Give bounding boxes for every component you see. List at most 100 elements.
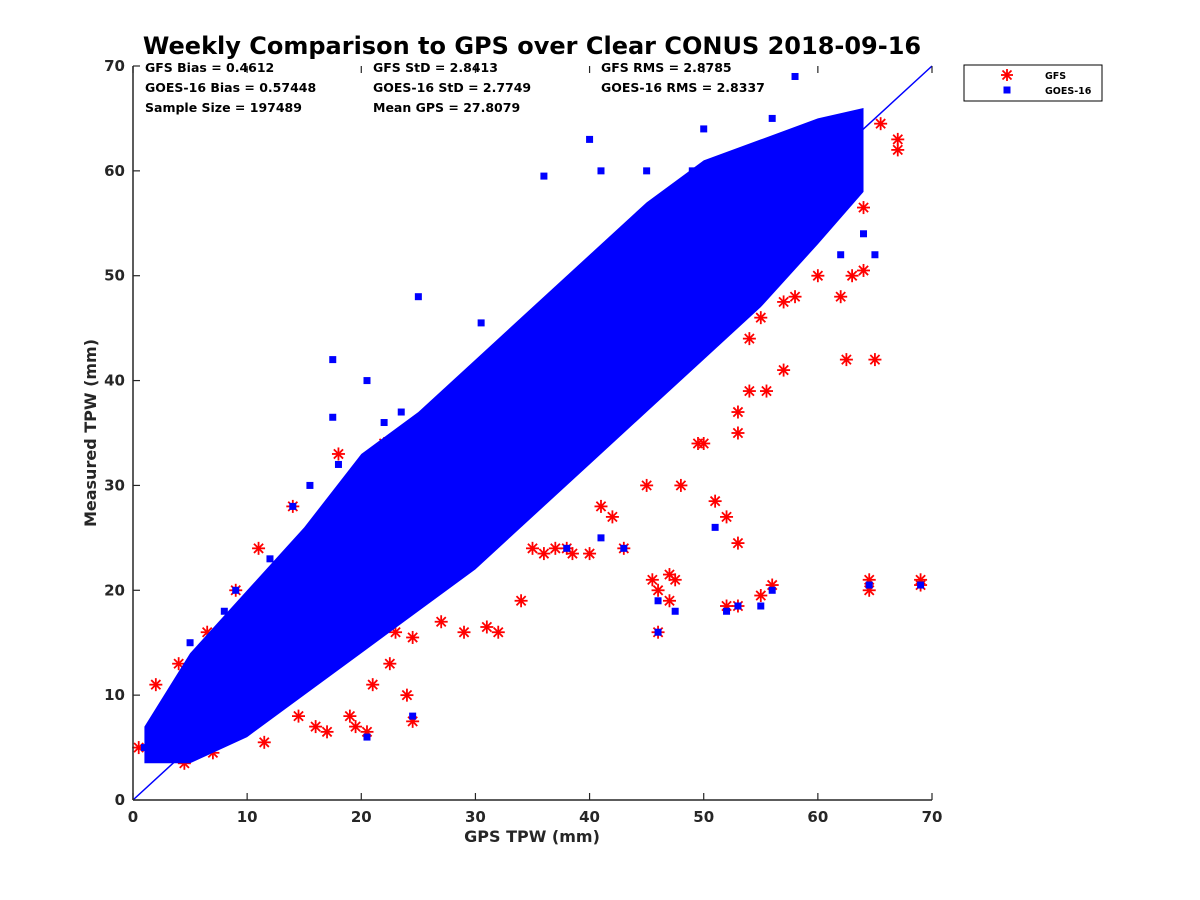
goes-16-point (791, 177, 799, 185)
goes-16-point (757, 293, 765, 301)
goes-16-point (871, 251, 879, 259)
goes-16-point (825, 146, 833, 154)
stat-sample-size: Sample Size = 197489 (145, 100, 302, 115)
gfs-point (759, 384, 773, 398)
goes-16-point (768, 586, 776, 594)
y-axis-ticks: 0 10 20 30 40 50 60 70 (104, 57, 140, 809)
y-tick-label: 10 (104, 686, 125, 704)
goes-16-point (802, 146, 810, 154)
goes-16-point-cloud (144, 107, 864, 764)
goes-16-point (677, 272, 685, 280)
goes-16-point (409, 712, 417, 720)
goes-16-point (734, 177, 742, 185)
goes-16-point (232, 586, 240, 594)
goes-16-point (517, 419, 525, 427)
goes-16-point (392, 502, 400, 510)
goes-16-point (363, 733, 371, 741)
goes-16-point (688, 167, 696, 175)
gfs-point (788, 290, 802, 304)
stat-goes-bias: GOES-16 Bias = 0.57448 (145, 80, 316, 95)
gfs-point (834, 290, 848, 304)
goes-16-point (426, 502, 434, 510)
gfs-point (868, 353, 882, 367)
goes-16-point (266, 660, 274, 668)
goes-16-point (837, 251, 845, 259)
goes-16-point (397, 408, 405, 416)
x-tick-label: 70 (922, 808, 943, 826)
goes-16-point (563, 544, 571, 552)
legend-gfs-marker (1001, 69, 1013, 81)
gfs-point (366, 678, 380, 692)
goes-16-point (312, 639, 320, 647)
goes-16-point (540, 172, 548, 180)
y-tick-label: 40 (104, 372, 125, 390)
goes-16-point (403, 523, 411, 531)
gfs-point (742, 384, 756, 398)
y-tick-label: 50 (104, 267, 125, 285)
goes-16-point (369, 523, 377, 531)
series-goes-16 (140, 72, 925, 764)
goes-16-point (494, 439, 502, 447)
goes-16-point (654, 628, 662, 636)
stat-gfs-bias: GFS Bias = 0.4612 (145, 60, 274, 75)
goes-16-point (711, 523, 719, 531)
goes-16-point (688, 219, 696, 227)
goes-16-point (700, 125, 708, 133)
gfs-point (514, 594, 528, 608)
goes-16-point (723, 230, 731, 238)
y-tick-label: 20 (104, 581, 125, 599)
gfs-point (651, 583, 665, 597)
goes-16-point (380, 544, 388, 552)
gfs-point (731, 426, 745, 440)
goes-16-point (574, 324, 582, 332)
goes-16-point (745, 209, 753, 217)
goes-16-point (346, 628, 354, 636)
legend-goes-label: GOES-16 (1045, 86, 1092, 97)
goes-16-point (757, 167, 765, 175)
goes-16-point (266, 555, 274, 563)
goes-16-point (289, 597, 297, 605)
gfs-point (891, 143, 905, 157)
y-axis-label: Measured TPW (mm) (81, 339, 100, 527)
goes-16-point (471, 460, 479, 468)
goes-16-point (186, 691, 194, 699)
gfs-point (309, 720, 323, 734)
gfs-point (777, 363, 791, 377)
gfs-point (777, 295, 791, 309)
x-tick-label: 30 (465, 808, 486, 826)
goes-16-point (483, 408, 491, 416)
chart-title: Weekly Comparison to GPS over Clear CONU… (143, 32, 921, 60)
x-axis-ticks: 0 10 20 30 40 50 60 70 (128, 66, 943, 826)
goes-16-point (380, 419, 388, 427)
gfs-point (594, 499, 608, 513)
goes-16-point (220, 607, 228, 615)
stat-gfs-std: GFS StD = 2.8413 (373, 60, 498, 75)
goes-16-point (654, 597, 662, 605)
gfs-point (400, 688, 414, 702)
goes-16-point (380, 439, 388, 447)
goes-16-point (631, 314, 639, 322)
x-tick-label: 0 (128, 808, 138, 826)
goes-16-point (220, 733, 228, 741)
goes-16-point (266, 702, 274, 710)
gfs-point (731, 536, 745, 550)
legend-box (963, 64, 1103, 102)
goes-16-point (323, 565, 331, 573)
stat-goes-rms: GOES-16 RMS = 2.8337 (601, 80, 765, 95)
goes-16-point (848, 125, 856, 133)
x-tick-label: 60 (807, 808, 828, 826)
gfs-point (383, 657, 397, 671)
one-to-one-line (132, 65, 933, 801)
goes-16-point (477, 319, 485, 327)
y-tick-label: 60 (104, 162, 125, 180)
goes-16-point (494, 513, 502, 521)
x-axis-label: GPS TPW (mm) (464, 827, 600, 846)
gfs-point (720, 510, 734, 524)
goes-16-point (620, 544, 628, 552)
y-tick-label: 70 (104, 57, 125, 75)
gfs-point (754, 311, 768, 325)
x-tick-label: 10 (237, 808, 258, 826)
goes-16-point (152, 717, 160, 725)
gfs-point (839, 353, 853, 367)
goes-16-point (586, 135, 594, 143)
